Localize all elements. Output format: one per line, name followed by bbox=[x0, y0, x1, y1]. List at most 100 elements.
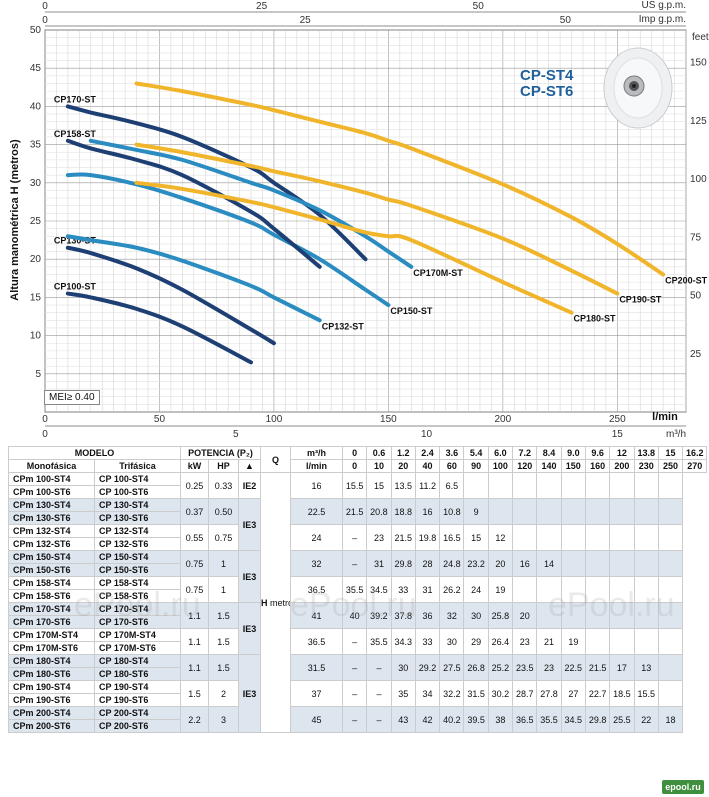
y-tick-label: 30 bbox=[30, 178, 42, 189]
q-m3h-value: 5.4 bbox=[463, 446, 489, 460]
head-value bbox=[609, 602, 635, 629]
head-value bbox=[609, 524, 635, 551]
head-value: 38 bbox=[487, 706, 514, 733]
head-value: 24 bbox=[463, 576, 489, 603]
head-value: 14 bbox=[536, 550, 562, 577]
model-trifasica: CP 150-ST4 bbox=[94, 550, 181, 564]
head-value bbox=[512, 524, 538, 551]
head-value: – bbox=[341, 628, 368, 655]
head-value bbox=[657, 524, 684, 551]
model-monofasica: CPm 150-ST4 bbox=[8, 550, 95, 564]
model-title-st6: CP-ST6 bbox=[520, 83, 574, 100]
m3h-tick: 0 bbox=[42, 429, 48, 440]
x-tick-label: 100 bbox=[266, 414, 283, 425]
q-m3h-value: 3.6 bbox=[439, 446, 465, 460]
curve-cp180-st bbox=[134, 180, 574, 315]
head-value: 19 bbox=[487, 576, 514, 603]
x-axis-label: l/min bbox=[652, 411, 678, 423]
efficiency-class: IE3 bbox=[238, 602, 261, 655]
model-monofasica: CPm 180-ST6 bbox=[8, 667, 95, 681]
head-value bbox=[536, 524, 562, 551]
head-value: 42 bbox=[414, 706, 441, 733]
y-tick-label: 50 bbox=[30, 25, 42, 36]
q-lmin-value: 150 bbox=[560, 459, 586, 473]
head-value bbox=[584, 550, 611, 577]
model-trifasica: CP 158-ST4 bbox=[94, 576, 181, 590]
head-value bbox=[536, 472, 562, 499]
x-tick-label: 200 bbox=[495, 414, 512, 425]
head-value: 39.2 bbox=[366, 602, 392, 629]
model-monofasica: CPm 130-ST4 bbox=[8, 498, 95, 512]
table-row: CPm 170-ST6 CP 170-ST6 bbox=[8, 615, 707, 629]
model-trifasica: CP 170M-ST4 bbox=[94, 628, 181, 642]
q-m3h-value: 13.8 bbox=[633, 446, 659, 460]
head-value: 22 bbox=[633, 706, 659, 733]
y-tick-label: 40 bbox=[30, 101, 42, 112]
head-value: 21 bbox=[536, 628, 562, 655]
head-value: 22.5 bbox=[290, 498, 343, 525]
head-value: 34.3 bbox=[390, 628, 416, 655]
head-value: 23.5 bbox=[512, 654, 538, 681]
efficiency-class: IE3 bbox=[238, 498, 261, 551]
curves: CP100-ST CP130-ST CP132-ST CP150-ST CP158-ST… bbox=[54, 81, 708, 365]
head-value: 35.5 bbox=[536, 706, 562, 733]
q-m3h-value: 1.2 bbox=[390, 446, 416, 460]
head-value: 19 bbox=[560, 628, 586, 655]
head-value: 13 bbox=[633, 654, 659, 681]
power-kw: 2.2 bbox=[180, 706, 209, 733]
header-monofasica: Monofásica bbox=[8, 459, 95, 473]
imp-gpm-tick: 25 bbox=[300, 15, 312, 26]
power-kw: 0.55 bbox=[180, 524, 209, 551]
y-tick-label: 20 bbox=[30, 254, 42, 265]
head-value bbox=[657, 628, 684, 655]
head-value: 27.5 bbox=[439, 654, 465, 681]
table-row: CPm 130-ST4 CP 130-ST4 0.37 0.50 IE3 22.5 21.5… bbox=[8, 498, 707, 551]
q-lmin-value: 230 bbox=[633, 459, 659, 473]
head-value bbox=[584, 498, 611, 525]
table-row: CPm 190-ST4 CP 190-ST4 1.5 2 37– –35 34 32.2 31.… bbox=[8, 680, 707, 707]
model-trifasica: CP 130-ST6 bbox=[94, 511, 181, 525]
head-value: 27.8 bbox=[536, 680, 562, 707]
head-value bbox=[633, 628, 659, 655]
curve-label: CP130-ST bbox=[54, 236, 97, 246]
feet-label: feet bbox=[692, 32, 709, 43]
q-lmin-value: 120 bbox=[512, 459, 538, 473]
head-value: 11.2 bbox=[414, 472, 441, 499]
head-value: 25.8 bbox=[487, 602, 514, 629]
head-value: 40.2 bbox=[439, 706, 465, 733]
head-value: 31.5 bbox=[463, 680, 489, 707]
model-monofasica: CPm 200-ST4 bbox=[8, 706, 95, 720]
head-value: 26.4 bbox=[487, 628, 514, 655]
power-hp: 2 bbox=[208, 680, 239, 707]
power-kw: 1.1 bbox=[180, 628, 209, 655]
q-lmin-value: 20 bbox=[390, 459, 416, 473]
curve-label: CP180-ST bbox=[574, 314, 617, 324]
x-tick-label: 0 bbox=[42, 414, 48, 425]
head-value: 23 bbox=[366, 524, 392, 551]
head-value: 35 bbox=[390, 680, 416, 707]
head-value bbox=[633, 498, 659, 525]
head-value: 15.5 bbox=[341, 472, 368, 499]
head-value bbox=[633, 602, 659, 629]
head-value bbox=[657, 576, 684, 603]
head-value bbox=[609, 550, 635, 577]
head-value: 27 bbox=[560, 680, 586, 707]
head-value: 31 bbox=[414, 576, 441, 603]
head-value: 36.5 bbox=[512, 706, 538, 733]
head-value: – bbox=[341, 524, 368, 551]
us-gpm-tick: 0 bbox=[42, 1, 48, 12]
model-monofasica: CPm 170-ST6 bbox=[8, 615, 95, 629]
curve-cp150-st bbox=[65, 172, 391, 308]
curve-cp130-st bbox=[65, 245, 276, 346]
table-row: CPm 200-ST4 CP 200-ST4 2.2 3 45– –43 42 40.2 39.… bbox=[8, 706, 707, 733]
q-lmin-value: 270 bbox=[682, 459, 708, 473]
head-value bbox=[584, 576, 611, 603]
model-monofasica: CPm 170M-ST4 bbox=[8, 628, 95, 642]
q-lmin-value: 40 bbox=[414, 459, 441, 473]
power-hp: 0.50 bbox=[208, 498, 239, 525]
model-title: CP-ST4 CP-ST6 bbox=[520, 68, 573, 100]
head-value bbox=[657, 654, 684, 681]
head-value: 45 bbox=[290, 706, 343, 733]
q-lmin-value: 200 bbox=[609, 459, 635, 473]
